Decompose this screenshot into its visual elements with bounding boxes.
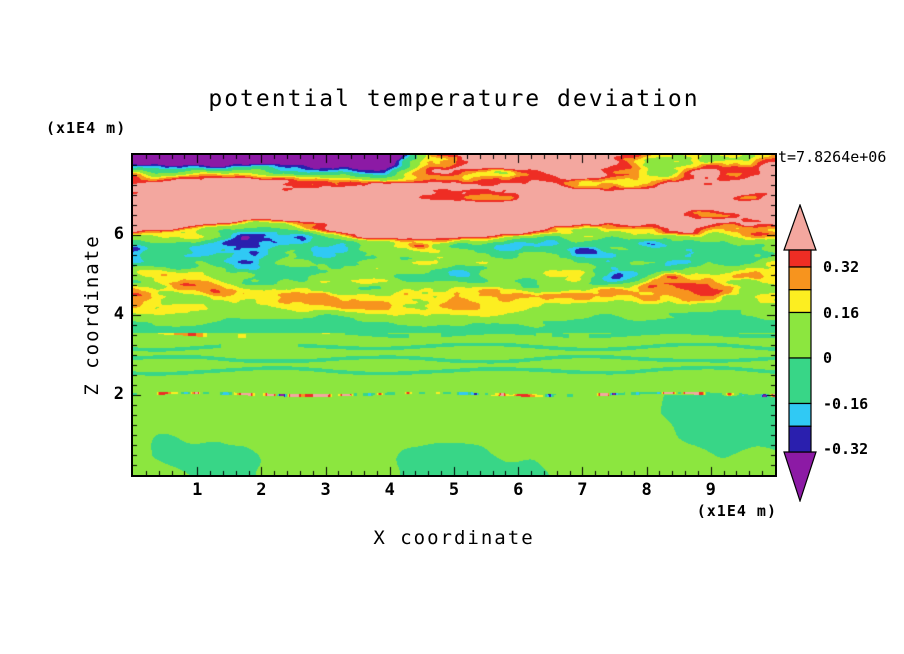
colorbar-tick-label: 0 (823, 349, 833, 367)
x-tick-label: 9 (705, 480, 716, 500)
y-axis-unit-label: (x1E4 m) (46, 119, 127, 137)
x-tick-label: 1 (192, 480, 203, 500)
colorbar-tick-label: -0.16 (823, 394, 869, 413)
colorbar-segment-red (788, 249, 812, 268)
x-tick-label: 3 (320, 480, 331, 500)
colorbar: 0.32 0.16 0 -0.16 -0.32 (783, 204, 903, 502)
colorbar-tick-label: -0.32 (823, 440, 869, 458)
colorbar-segment-green (788, 357, 812, 405)
timestamp-label: t=7.8264e+06 (778, 148, 887, 166)
colorbar-segment-orange (788, 266, 812, 291)
x-tick-label: 6 (513, 480, 524, 500)
x-tick-label: 4 (384, 480, 395, 500)
y-tick-labels: 2 4 6 (96, 155, 124, 475)
colorbar-svg (783, 204, 817, 502)
colorbar-segment-navy (788, 425, 812, 453)
x-tick-label: 2 (256, 480, 267, 500)
x-tick-label: 7 (577, 480, 588, 500)
x-axis-unit-label: (x1E4 m) (696, 502, 777, 520)
x-tick-labels: 1 2 3 4 5 6 7 8 9 (133, 480, 775, 500)
y-tick-label: 4 (113, 304, 124, 324)
plot-frame (131, 153, 777, 477)
x-tick-label: 8 (641, 480, 652, 500)
x-axis-title: X coordinate (373, 527, 535, 549)
colorbar-segment-yellow (788, 289, 812, 314)
chart-title: potential temperature deviation (208, 86, 700, 112)
colorbar-tick-label: 0.16 (823, 303, 860, 322)
y-tick-label: 2 (113, 384, 124, 404)
y-tick-label: 6 (113, 224, 124, 244)
x-tick-label: 5 (448, 480, 460, 500)
colorbar-tick-label: 0.32 (823, 258, 860, 276)
colorbar-arrow-up (783, 204, 817, 251)
colorbar-segment-lime-green (788, 311, 812, 359)
colorbar-arrow-down (783, 451, 817, 502)
colorbar-segment-cyan (788, 402, 812, 427)
heatmap-plot (133, 155, 775, 475)
